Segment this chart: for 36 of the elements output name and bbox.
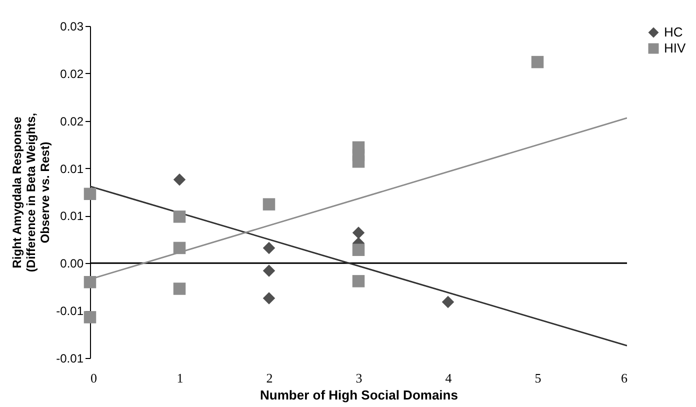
y-tick-label: 0.02 xyxy=(60,66,84,81)
point xyxy=(352,275,365,288)
y-tick-label: -0.01 xyxy=(56,352,84,366)
point xyxy=(262,198,276,210)
point xyxy=(173,174,186,186)
y-tick-label: 0.03 xyxy=(60,20,84,34)
point xyxy=(173,282,186,295)
y-tick-label: -0.01 xyxy=(56,304,84,318)
point xyxy=(531,56,544,68)
x-tick-label: 0 xyxy=(90,370,97,386)
legend-label: HIV xyxy=(664,40,686,56)
x-tick-label: 2 xyxy=(266,370,273,386)
point xyxy=(262,242,276,254)
point xyxy=(352,244,365,256)
point xyxy=(352,226,365,239)
point xyxy=(84,311,96,324)
point xyxy=(84,188,96,200)
x-tick-label: 1 xyxy=(176,370,184,386)
point xyxy=(262,264,276,277)
legend-label: HC xyxy=(664,24,683,40)
y-tick-label: 0.00 xyxy=(60,256,84,271)
point xyxy=(173,242,186,254)
x-tick-label: 3 xyxy=(356,370,362,386)
point xyxy=(262,292,276,304)
y-tick-label: 0.01 xyxy=(60,209,84,224)
point xyxy=(442,296,454,308)
y-tick-label: 0.02 xyxy=(60,114,84,128)
x-tick-label: 4 xyxy=(445,370,452,386)
x-axis-title: Number of High Social Domains xyxy=(260,388,458,402)
x-tick-label: 5 xyxy=(534,370,542,386)
y-axis-title: Right Amygdala Response (Difference in Beta Weights, Observe vs. Rest) xyxy=(10,112,52,272)
point xyxy=(173,210,186,223)
point xyxy=(352,156,365,168)
point xyxy=(84,276,96,288)
y-tick-label: 0.01 xyxy=(60,162,84,176)
x-tick-label: 6 xyxy=(621,370,628,386)
